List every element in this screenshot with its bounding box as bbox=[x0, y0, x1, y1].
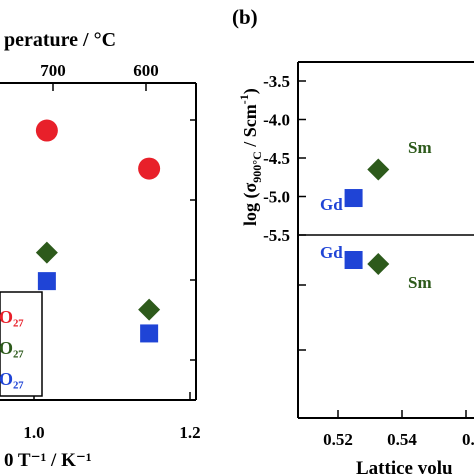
right-panel: (b) log (σ900°C / Scm-1) -3.5 -4.0 -4.5 -5.… bbox=[232, 5, 474, 474]
x-axis-label: 0 T⁻¹ / K⁻¹ bbox=[4, 450, 92, 471]
y-axis-label: log (σ900°C / Scm-1) bbox=[237, 88, 264, 226]
x-tick-label-1-0: 1.0 bbox=[23, 423, 44, 442]
left-tick-marks bbox=[33, 83, 196, 400]
annotation-sm-lower: Sm bbox=[408, 273, 432, 292]
left-diamond-marker-2 bbox=[138, 298, 161, 321]
y-tick-label-1: -3.5 bbox=[263, 72, 290, 91]
left-square-marker-2 bbox=[140, 324, 159, 343]
x-tick-label-0-54: 0.54 bbox=[387, 430, 417, 449]
y-axis-label-sub: 900°C bbox=[250, 151, 264, 182]
top-tick-label-600: 600 bbox=[133, 61, 159, 80]
legend-label-green: O₂₇ bbox=[0, 338, 24, 358]
annotation-gd-lower: Gd bbox=[320, 243, 343, 262]
x-tick-label-1-2: 1.2 bbox=[179, 423, 200, 442]
legend-box bbox=[0, 291, 43, 397]
left-circle-marker-1 bbox=[35, 119, 58, 142]
x-tick-label-0-52: 0.52 bbox=[323, 430, 353, 449]
y-axis-label-main: log (σ bbox=[240, 183, 261, 226]
y-axis-label-rest: / Scm bbox=[240, 104, 260, 151]
y-tick-label-5: -5.5 bbox=[263, 226, 290, 245]
gd-square-lower bbox=[344, 251, 363, 269]
right-x-ticks bbox=[337, 410, 467, 418]
sm-diamond-upper bbox=[367, 158, 390, 181]
left-diamond-marker-1 bbox=[35, 241, 58, 264]
annotation-sm-upper: Sm bbox=[408, 138, 432, 157]
sm-diamond-lower bbox=[367, 253, 390, 275]
right-data-marks bbox=[344, 158, 390, 275]
left-square-marker-1 bbox=[37, 272, 56, 291]
y-tick-label-3: -4.5 bbox=[263, 149, 290, 168]
right-y-ticks: -3.5 -4.0 -4.5 -5.0 -5.5 bbox=[263, 72, 306, 351]
y-tick-label-2: -4.0 bbox=[263, 111, 290, 130]
right-x-axis-label: Lattice volu bbox=[356, 458, 453, 474]
panel-label-b: (b) bbox=[232, 5, 258, 29]
top-tick-label-700: 700 bbox=[40, 61, 66, 80]
y-axis-label-close: ) bbox=[240, 88, 261, 94]
left-data-marks bbox=[35, 119, 161, 343]
top-axis-label: perature / °C bbox=[4, 29, 116, 51]
annotation-gd-upper: Gd bbox=[320, 195, 343, 214]
legend-label-blue: O₂₇ bbox=[0, 369, 24, 389]
left-circle-marker-2 bbox=[138, 157, 161, 180]
left-panel: perature / °C 700 600 1.0 1.2 0 T⁻¹ / K⁻… bbox=[0, 29, 201, 471]
legend-label-red: O₂₇ bbox=[0, 307, 24, 327]
y-axis-label-sup: -1 bbox=[237, 94, 251, 104]
y-tick-label-4: -5.0 bbox=[263, 188, 290, 207]
gd-square-upper bbox=[344, 189, 363, 208]
x-tick-label-0-5: 0.5 bbox=[462, 430, 474, 449]
